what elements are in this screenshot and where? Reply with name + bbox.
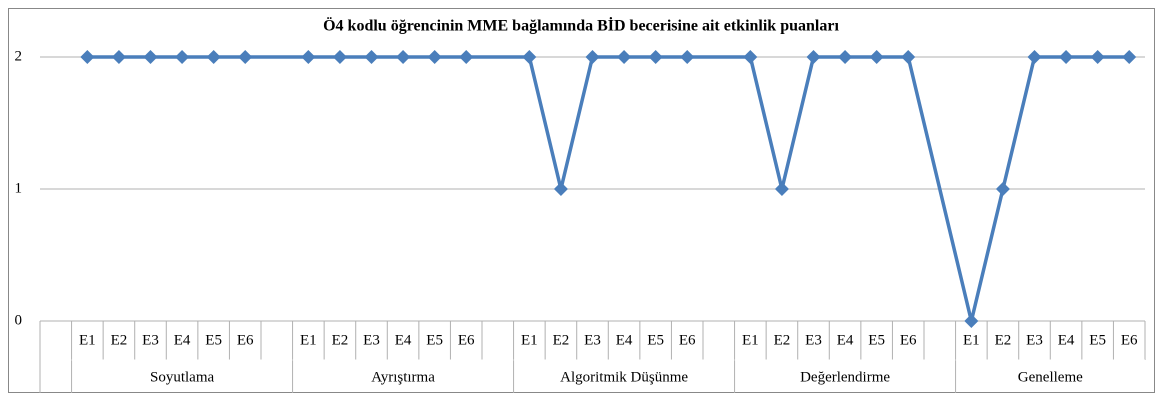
marker — [806, 50, 821, 64]
marker — [553, 182, 568, 196]
x-tick-label: E5 — [647, 332, 664, 348]
marker — [332, 50, 347, 64]
marker — [175, 50, 190, 64]
x-tick-label: E2 — [332, 332, 349, 348]
marker — [522, 50, 537, 64]
x-tick-label: E3 — [142, 332, 159, 348]
x-tick-label: E6 — [237, 332, 254, 348]
x-tick-label: E2 — [995, 332, 1012, 348]
x-tick-label: E2 — [553, 332, 570, 348]
marker — [648, 50, 663, 64]
x-tick-label: E1 — [742, 332, 759, 348]
marker — [206, 50, 221, 64]
marker — [1090, 50, 1105, 64]
x-tick-label: E4 — [837, 332, 854, 348]
marker — [680, 50, 695, 64]
marker — [459, 50, 474, 64]
x-tick-label: E6 — [679, 332, 696, 348]
x-tick-label: E4 — [174, 332, 191, 348]
marker — [143, 50, 158, 64]
x-tick-label: E1 — [300, 332, 317, 348]
x-tick-label: E4 — [616, 332, 633, 348]
x-tick-label: E1 — [963, 332, 980, 348]
marker — [617, 50, 632, 64]
marker — [901, 50, 916, 64]
marker — [995, 182, 1010, 196]
marker — [743, 50, 758, 64]
marker — [1122, 50, 1137, 64]
y-tick-label: 0 — [15, 312, 23, 328]
marker — [1027, 50, 1042, 64]
x-tick-label: E5 — [205, 332, 222, 348]
marker — [427, 50, 442, 64]
group-label: Değerlendirme — [800, 369, 890, 385]
x-tick-label: E6 — [1121, 332, 1138, 348]
marker — [301, 50, 316, 64]
x-tick-label: E2 — [111, 332, 128, 348]
x-tick-label: E1 — [79, 332, 96, 348]
marker — [869, 50, 884, 64]
x-tick-label: E4 — [395, 332, 412, 348]
marker — [80, 50, 95, 64]
marker — [364, 50, 379, 64]
marker — [238, 50, 253, 64]
group-label: Soyutlama — [150, 369, 215, 385]
x-tick-label: E5 — [426, 332, 443, 348]
marker — [774, 182, 789, 196]
group-label: Algoritmik Düşünme — [560, 369, 688, 385]
marker — [1059, 50, 1074, 64]
marker — [111, 50, 126, 64]
x-tick-label: E3 — [1026, 332, 1043, 348]
marker — [585, 50, 600, 64]
marker — [396, 50, 411, 64]
group-label: Genelleme — [1018, 369, 1083, 385]
marker — [964, 314, 979, 328]
group-label: Ayrıştırma — [371, 369, 435, 385]
x-tick-label: E3 — [363, 332, 380, 348]
x-tick-label: E4 — [1058, 332, 1075, 348]
chart-border — [8, 8, 1155, 393]
x-tick-label: E2 — [774, 332, 791, 348]
x-tick-label: E1 — [521, 332, 538, 348]
x-tick-label: E5 — [868, 332, 885, 348]
x-tick-label: E3 — [805, 332, 822, 348]
x-tick-label: E5 — [1089, 332, 1106, 348]
marker — [838, 50, 853, 64]
y-tick-label: 2 — [15, 48, 23, 64]
chart-title: Ö4 kodlu öğrencinin MME bağlamında BİD b… — [323, 16, 839, 35]
x-tick-label: E6 — [900, 332, 917, 348]
x-tick-label: E6 — [458, 332, 475, 348]
y-tick-label: 1 — [15, 180, 23, 196]
x-tick-label: E3 — [584, 332, 601, 348]
